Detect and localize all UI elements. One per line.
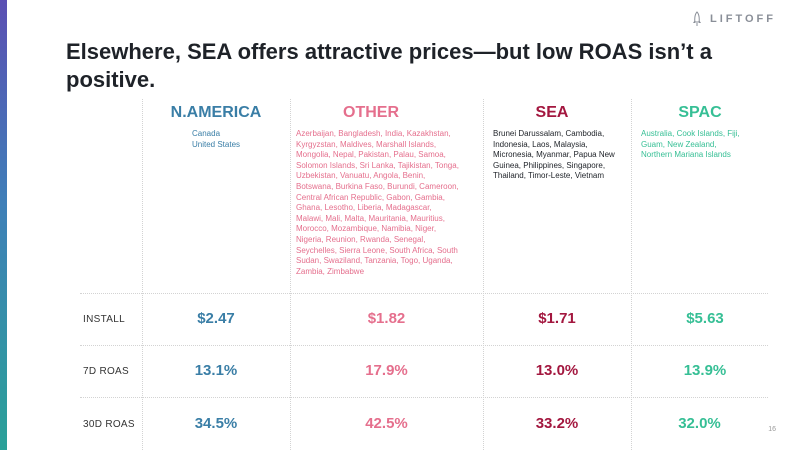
countries-north-america: Canada United States [192,129,241,149]
grid-divider [80,293,768,294]
install-sea: $1.71 [538,310,576,327]
grid-divider [290,99,291,450]
grid-divider [631,99,632,450]
countries-sea: Brunei Darussalam, Cambodia, Indonesia, … [493,129,615,181]
countries-other: Azerbaijan, Bangladesh, India, Kazakhsta… [296,129,459,276]
column-spac: SPAC Australia, Cook Islands, Fiji, Guam… [641,99,749,161]
rocket-icon [692,11,701,26]
grid-divider [80,345,768,346]
countries-spac: Australia, Cook Islands, Fiji, Guam, New… [641,129,740,160]
column-sea: SEA Brunei Darussalam, Cambodia, Indones… [493,99,621,182]
region-header-north-america: N.AMERICA [170,104,262,121]
install-spac: $5.63 [686,310,724,327]
install-other: $1.82 [367,310,406,327]
region-header-sea: SEA [535,104,569,121]
slide-title: Elsewhere, SEA offers attractive prices—… [66,39,712,92]
roas30-north-america: 34.5% [194,415,238,432]
roas30-sea: 33.2% [535,415,579,432]
liftoff-logo: LIFTOFF [691,11,776,27]
region-header-spac: SPAC [678,104,722,121]
roas7-other: 17.9% [365,362,408,379]
row-label-30d-roas: 30D ROAS [83,419,135,430]
roas7-sea: 13.0% [535,362,579,379]
comparison-table: N.AMERICA Canada United States OTHER Aze… [80,99,768,450]
accent-bar [0,0,7,450]
logo-text: LIFTOFF [709,13,776,25]
roas30-other: 42.5% [365,415,408,432]
grid-divider [142,99,143,450]
row-label-7d-roas: 7D ROAS [83,366,130,377]
region-header-other: OTHER [343,104,399,121]
roas7-spac: 13.9% [683,362,727,379]
column-north-america: N.AMERICA Canada United States [146,99,286,150]
grid-divider [483,99,484,450]
roas7-north-america: 13.1% [194,362,238,379]
roas30-spac: 32.0% [678,415,721,432]
column-other: OTHER Azerbaijan, Bangladesh, India, Kaz… [296,99,460,277]
row-label-install: INSTALL [83,314,125,325]
page-number: 16 [768,426,776,433]
install-north-america: $2.47 [197,310,235,327]
grid-divider [80,397,768,398]
